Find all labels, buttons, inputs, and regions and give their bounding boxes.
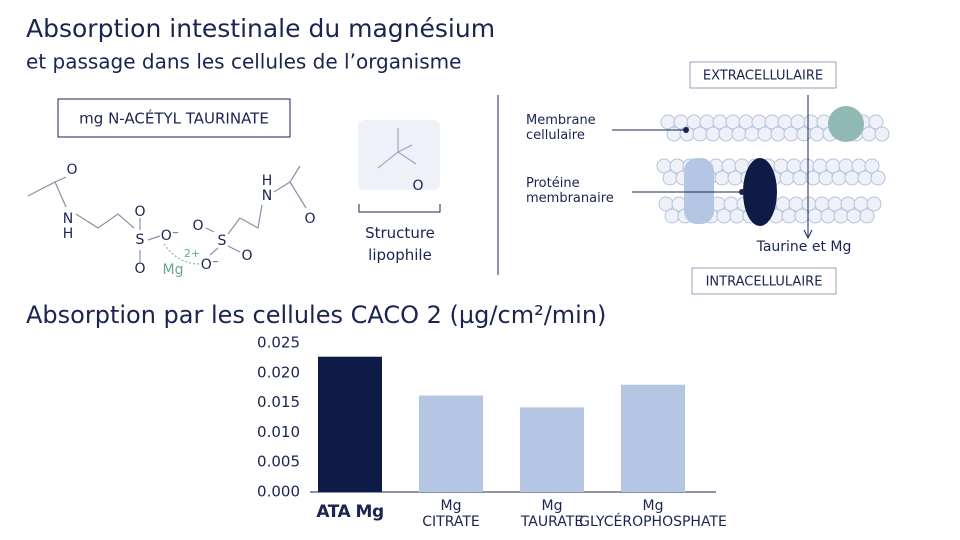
atom: S	[136, 232, 145, 248]
bar	[621, 384, 685, 492]
atom: O⁻	[161, 228, 179, 244]
atom: H	[63, 226, 74, 242]
lipid-head	[779, 170, 795, 186]
x-tick-label: Mg TAURATE	[520, 498, 584, 530]
inside-box	[691, 267, 837, 295]
lipid-head	[744, 126, 760, 142]
lipid-head	[833, 208, 849, 224]
y-tick-label: 0.020	[257, 363, 300, 381]
membrane	[656, 106, 890, 226]
lipid-head	[861, 126, 877, 142]
y-tick-label: 0.015	[257, 393, 300, 411]
lipid-head	[809, 126, 825, 142]
outside-box	[689, 61, 837, 89]
atom: H	[262, 173, 273, 189]
inside-label: INTRACELLULAIRE	[706, 275, 823, 290]
lipid-head	[864, 158, 880, 174]
lipid-head	[666, 126, 682, 142]
protein-wrap: Protéine membranaire	[526, 176, 614, 206]
lipid-head	[718, 126, 734, 142]
lipid-head	[781, 208, 797, 224]
lipid-head	[844, 170, 860, 186]
lipid-head	[818, 170, 834, 186]
atom: O	[134, 261, 145, 277]
molecule-bonds	[27, 165, 307, 265]
pointer-dot	[739, 189, 745, 195]
membrane-wrap: Membrane cellulaire	[526, 113, 596, 143]
atom: N	[63, 211, 73, 227]
lipid-head	[770, 126, 786, 142]
bar	[520, 407, 584, 492]
protein	[828, 106, 864, 142]
lipid-head	[874, 126, 890, 142]
protein	[684, 158, 714, 224]
transport-label: Taurine et Mg	[756, 239, 852, 255]
atom: S	[218, 233, 227, 249]
lipid-head	[859, 208, 875, 224]
arrow-head	[803, 229, 813, 240]
protein-label: Protéine membranaire	[526, 176, 614, 206]
lipophile-bonds	[377, 128, 417, 169]
y-tick-label: 0.025	[257, 334, 300, 352]
lipid-head	[794, 208, 810, 224]
charge: 2+	[184, 247, 200, 260]
lipophile-label: Structure lipophile	[365, 224, 435, 264]
lipid-head	[866, 196, 882, 212]
lipid-head	[757, 126, 773, 142]
outside-label: EXTRACELLULAIRE	[703, 69, 823, 84]
membrane-label: Membrane cellulaire	[526, 113, 596, 143]
lipid-head	[731, 126, 747, 142]
lipid-head	[870, 170, 886, 186]
atom: O	[66, 162, 77, 178]
molecule-box	[57, 98, 291, 138]
lipid-head	[796, 126, 812, 142]
y-tick-label: 0.000	[257, 483, 300, 501]
lipid-head	[783, 126, 799, 142]
lipophile-wrap: Structure lipophile	[365, 224, 435, 264]
title: Absorption intestinale du magnésium	[26, 14, 495, 43]
lipid-head	[692, 126, 708, 142]
molecule-name: mg N-ACÉTYL TAURINATE	[79, 109, 269, 128]
bracket	[358, 204, 441, 213]
chart-title: Absorption par les cellules CACO 2 (µg/c…	[26, 301, 606, 329]
y-tick-label: 0.005	[257, 453, 300, 471]
lipid-head	[820, 208, 836, 224]
lipid-head	[716, 208, 732, 224]
bar	[318, 356, 382, 492]
lipid-head	[664, 208, 680, 224]
x-tick-label: ATA Mg	[316, 502, 384, 522]
bar	[419, 395, 483, 492]
lipid-head	[729, 208, 745, 224]
atom: N	[262, 188, 272, 204]
atom: O	[304, 211, 315, 227]
subtitle: et passage dans les cellules de l’organi…	[26, 50, 461, 74]
lipid-head	[831, 170, 847, 186]
lipid-head	[868, 114, 884, 130]
atom: O	[192, 218, 203, 234]
lipid-head	[727, 170, 743, 186]
lipid-head	[705, 126, 721, 142]
lipid-head	[714, 170, 730, 186]
x-tick-label: Mg GLYCÉROPHOSPHATE	[579, 498, 727, 530]
atom: O	[134, 204, 145, 220]
atom: O	[412, 178, 423, 194]
lipid-head	[846, 208, 862, 224]
plot: 0.000 0.005 0.010 0.015 0.020 0.025	[257, 334, 685, 501]
y-tick-label: 0.010	[257, 423, 300, 441]
x-tick-label: Mg CITRATE	[422, 498, 480, 530]
lipid-head	[857, 170, 873, 186]
protein	[743, 158, 777, 226]
lipid-head	[807, 208, 823, 224]
lipid-head	[792, 170, 808, 186]
atom: O⁻	[201, 257, 219, 273]
pointer-dot	[683, 127, 689, 133]
atom: O	[241, 248, 252, 264]
lipophile-box	[358, 120, 440, 190]
lipid-head	[662, 170, 678, 186]
atom: Mg	[163, 262, 184, 278]
